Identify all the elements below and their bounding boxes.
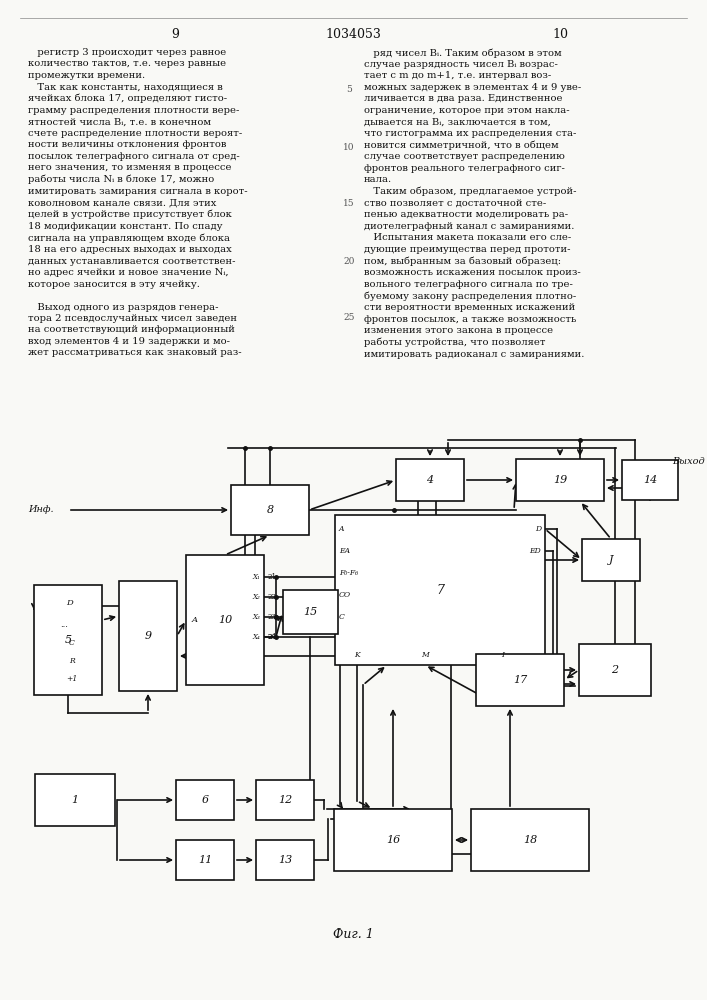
Bar (516, 459, 604, 501)
Text: X₄: X₄ (252, 633, 260, 641)
Bar (471, 809, 589, 871)
Text: 1: 1 (71, 795, 78, 805)
Text: X₂: X₂ (252, 593, 260, 601)
Text: 10: 10 (218, 615, 232, 625)
Bar (622, 460, 678, 500)
Bar (335, 515, 545, 665)
Text: D: D (535, 525, 541, 533)
Text: ED: ED (530, 547, 541, 555)
Bar (582, 539, 640, 581)
Text: 15: 15 (303, 607, 317, 617)
Text: 9: 9 (171, 28, 179, 41)
Text: ...: ... (60, 621, 68, 629)
Text: +1: +1 (66, 675, 78, 683)
Text: C: C (69, 639, 75, 647)
Bar (476, 654, 564, 706)
Bar (579, 644, 651, 696)
Text: Выход: Выход (672, 458, 705, 466)
Text: CO: CO (339, 591, 351, 599)
Text: 15: 15 (343, 200, 355, 209)
Bar (256, 780, 314, 820)
Text: 5: 5 (346, 86, 352, 95)
Bar (396, 459, 464, 501)
Text: ряд чисел Bᵢ. Таким образом в этом
случае разрядность чисел Bᵢ возрас-
тает с m : ряд чисел Bᵢ. Таким образом в этом случа… (364, 48, 585, 359)
Text: 18: 18 (523, 835, 537, 845)
Text: 8: 8 (267, 505, 274, 515)
Text: Фиг. 1: Фиг. 1 (332, 928, 373, 942)
Text: K: K (354, 651, 360, 659)
Text: D: D (66, 599, 74, 607)
Bar (256, 840, 314, 880)
Text: 14: 14 (643, 475, 657, 485)
Bar (119, 581, 177, 691)
Text: A: A (339, 525, 344, 533)
Text: 22: 22 (267, 593, 276, 601)
Text: 10: 10 (552, 28, 568, 41)
Bar (176, 840, 234, 880)
Text: 13: 13 (278, 855, 292, 865)
Bar (35, 774, 115, 826)
Text: J: J (609, 555, 613, 565)
Text: 20: 20 (267, 633, 276, 641)
Text: EA: EA (339, 547, 350, 555)
Bar (231, 485, 309, 535)
Text: регистр 3 происходит через равное
количество тактов, т.е. через равные
промежутк: регистр 3 происходит через равное количе… (28, 48, 247, 357)
Text: 24: 24 (267, 633, 276, 641)
Text: X₁: X₁ (252, 573, 260, 581)
Text: C: C (339, 613, 345, 621)
Text: 20: 20 (344, 256, 355, 265)
Text: 12: 12 (278, 795, 292, 805)
Text: F₀-F₆: F₀-F₆ (339, 569, 358, 577)
Bar (34, 585, 102, 695)
Text: 1034053: 1034053 (325, 28, 381, 41)
Text: 5: 5 (64, 635, 71, 645)
Text: 21: 21 (267, 573, 276, 581)
Text: 23: 23 (267, 613, 276, 621)
Text: Инф.: Инф. (28, 506, 54, 514)
Text: 17: 17 (513, 675, 527, 685)
Text: A: A (192, 616, 198, 624)
Text: 16: 16 (386, 835, 400, 845)
Text: X₃: X₃ (252, 613, 260, 621)
Text: R: R (69, 657, 75, 665)
Text: 19: 19 (553, 475, 567, 485)
Text: 25: 25 (344, 314, 355, 322)
Text: M: M (421, 651, 429, 659)
Text: I: I (501, 651, 505, 659)
Text: 2: 2 (612, 665, 619, 675)
Text: 7: 7 (436, 584, 444, 596)
Bar (283, 590, 337, 634)
Bar (176, 780, 234, 820)
Text: 9: 9 (144, 631, 151, 641)
Bar (334, 809, 452, 871)
Bar (186, 555, 264, 685)
Text: 10: 10 (344, 142, 355, 151)
Text: 4: 4 (426, 475, 433, 485)
Text: 6: 6 (201, 795, 209, 805)
Text: 11: 11 (198, 855, 212, 865)
